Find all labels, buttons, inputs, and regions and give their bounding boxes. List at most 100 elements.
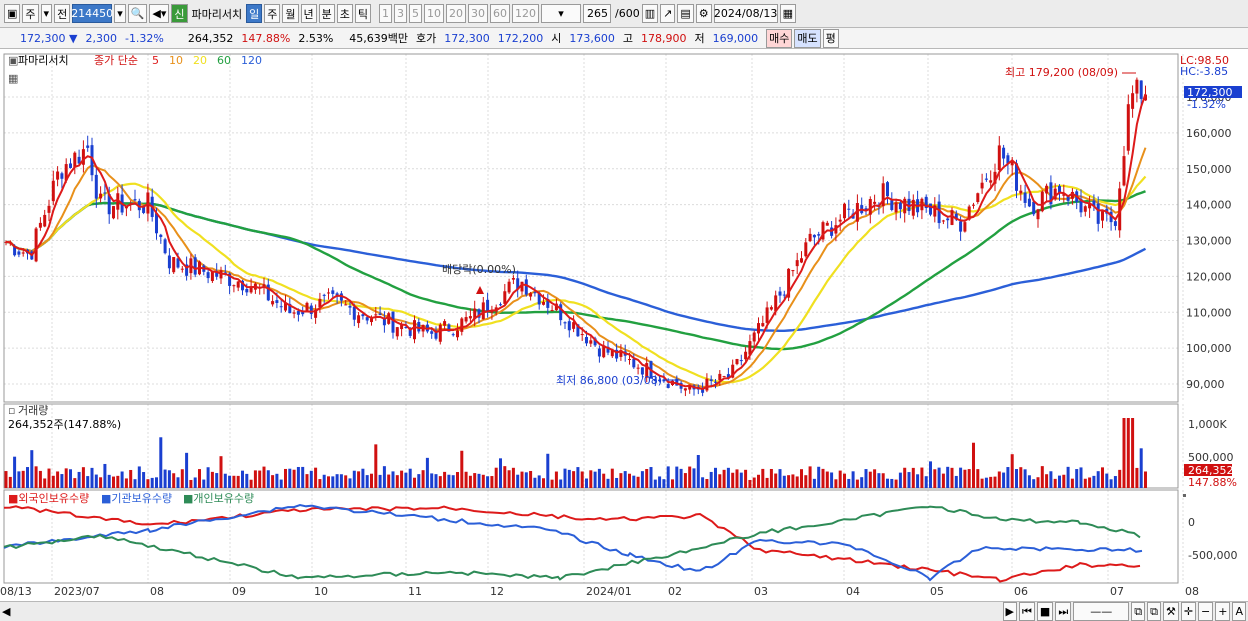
volume-bar <box>907 472 911 488</box>
volume-bar <box>709 471 713 488</box>
volume-bar <box>671 479 674 488</box>
interval-button-1[interactable]: 1 <box>379 4 393 23</box>
split-icon[interactable]: ⧉ <box>1131 602 1146 621</box>
zoom-slider[interactable]: —— <box>1073 602 1130 621</box>
candle <box>112 206 115 219</box>
volume-bar <box>795 476 799 488</box>
volume-bar <box>421 470 425 488</box>
candle <box>511 277 515 280</box>
date-input[interactable]: 2024/08/13 <box>713 4 778 23</box>
volume-bar <box>1135 467 1139 488</box>
interval-button-60[interactable]: 60 <box>490 4 511 23</box>
crosshair-icon[interactable]: ✛ <box>1180 602 1197 621</box>
ma-period-5: 5 <box>152 54 159 67</box>
volume-bar <box>855 479 859 488</box>
interval-button-20[interactable]: 20 <box>446 4 467 23</box>
period-tab-2[interactable]: 월 <box>282 4 299 23</box>
interval-button-10[interactable]: 10 <box>424 4 445 23</box>
tool-icon[interactable]: ⚒ <box>1162 602 1179 621</box>
candle <box>808 233 812 242</box>
sell-button[interactable]: 매도 <box>794 28 821 48</box>
code-dropdown-icon[interactable]: ▾ <box>114 4 126 23</box>
volume-bar <box>1006 467 1010 488</box>
speaker-icon[interactable]: ◀▾ <box>149 4 170 23</box>
candle <box>17 251 21 255</box>
volume-bar <box>400 470 404 488</box>
minus-icon[interactable]: − <box>1198 602 1214 621</box>
volume-bar <box>142 472 146 488</box>
save-icon[interactable]: ▤ <box>677 4 694 23</box>
price-tick-7: 100,000 <box>1186 342 1232 355</box>
grid <box>4 54 1184 583</box>
volume-bar <box>456 472 459 488</box>
credit-badge: 신 <box>171 4 188 23</box>
period-tab-5[interactable]: 초 <box>336 4 353 23</box>
period-tab-1[interactable]: 주 <box>264 4 281 23</box>
period-tab-3[interactable]: 년 <box>300 4 317 23</box>
volume-bar <box>370 473 373 488</box>
scroll-left-icon[interactable]: ◀ <box>2 605 11 618</box>
candle <box>1049 182 1053 205</box>
first-icon[interactable]: ⏮ <box>1019 602 1035 621</box>
interval-button-30[interactable]: 30 <box>468 4 489 23</box>
candle <box>60 173 64 179</box>
volume-bar <box>714 467 717 488</box>
volume-bar <box>232 475 236 488</box>
candle <box>619 350 623 357</box>
calendar-icon[interactable]: ▦ <box>779 4 797 23</box>
market-select[interactable]: 주 <box>22 4 39 23</box>
candle <box>1101 211 1104 221</box>
volume-bar <box>718 474 722 488</box>
volume-bar <box>305 474 309 488</box>
layout-icon[interactable]: ▣ <box>4 4 21 23</box>
interval-button-120[interactable]: 120 <box>512 4 540 23</box>
volume-bar <box>726 467 730 488</box>
candle <box>499 304 502 306</box>
copy-icon[interactable]: ⧉ <box>1147 602 1161 621</box>
period-tab-6[interactable]: 틱 <box>354 4 372 23</box>
candle <box>1045 185 1049 194</box>
stop-icon[interactable]: ■ <box>1036 602 1054 621</box>
candle-icon[interactable]: ▥ <box>641 4 659 23</box>
volume-bar <box>1101 467 1104 488</box>
code-input[interactable]: 214450 <box>71 4 113 23</box>
custom-interval-input[interactable]: ▾ <box>541 4 582 23</box>
volume-bar <box>382 466 386 488</box>
volume-bar <box>215 473 219 488</box>
x-label-4: 11 <box>408 585 422 598</box>
candle <box>653 379 657 381</box>
candle <box>769 307 773 310</box>
count-input[interactable]: 265 <box>583 4 612 23</box>
gear-icon[interactable]: ⚙ <box>695 4 712 23</box>
volume-bar <box>688 466 692 488</box>
candle <box>705 378 709 391</box>
prev-button[interactable]: 전 <box>54 4 71 23</box>
volume-bar <box>868 471 872 488</box>
candle <box>752 332 756 342</box>
scroll-right-icon[interactable]: ▶ <box>1002 602 1017 621</box>
candle <box>365 317 369 321</box>
candle <box>443 321 447 326</box>
candle <box>817 234 821 236</box>
candles <box>4 77 1147 397</box>
draw-icon[interactable]: ↗ <box>660 4 676 23</box>
text-icon[interactable]: A <box>1232 602 1246 621</box>
volume-title: 거래량 <box>18 404 48 417</box>
x-label-3: 10 <box>314 585 328 598</box>
chart-area[interactable]: 170,000160,000150,000140,000130,000120,0… <box>0 50 1248 601</box>
plus-icon[interactable]: + <box>1215 602 1231 621</box>
period-tab-4[interactable]: 분 <box>318 4 335 23</box>
interval-button-5[interactable]: 5 <box>409 4 423 23</box>
candle <box>142 206 146 213</box>
volume-bar <box>830 472 834 488</box>
search-icon[interactable]: 🔍 <box>127 4 148 23</box>
volume-bar <box>339 474 343 488</box>
period-tab-0[interactable]: 일 <box>246 4 263 23</box>
volume-bar <box>864 469 868 488</box>
chevron-down-icon[interactable]: ▾ <box>40 4 53 23</box>
avg-button[interactable]: 평 <box>822 28 839 48</box>
volume-bar <box>911 467 915 488</box>
buy-button[interactable]: 매수 <box>766 28 793 48</box>
interval-button-3[interactable]: 3 <box>394 4 408 23</box>
last-icon[interactable]: ⏭ <box>1055 602 1072 621</box>
